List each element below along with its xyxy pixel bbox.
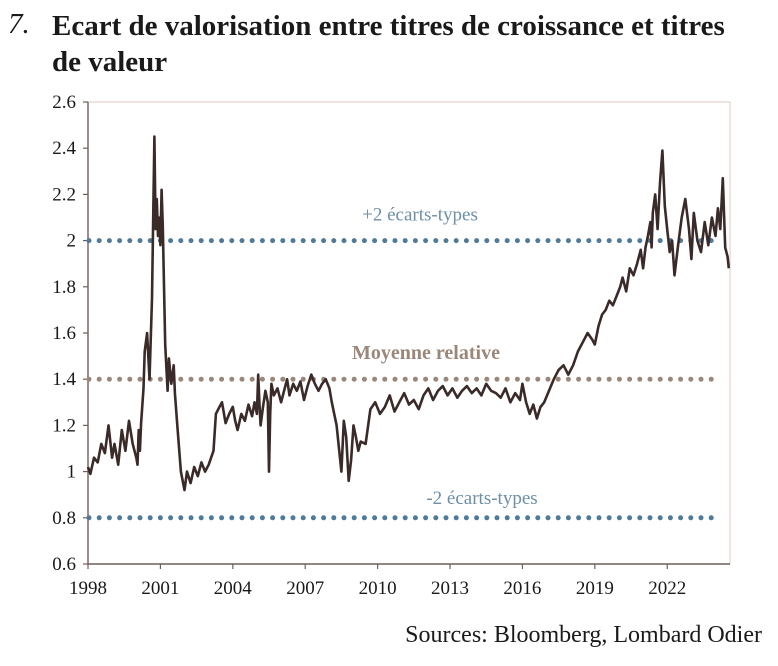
y-tick-label: 2.2 bbox=[52, 184, 76, 205]
y-tick-label: 1.6 bbox=[52, 323, 76, 344]
x-tick-label: 2022 bbox=[648, 578, 686, 599]
y-tick-label: 1.2 bbox=[52, 415, 76, 436]
source-note: Sources: Bloomberg, Lombard Odier bbox=[405, 622, 762, 648]
x-tick-label: 2019 bbox=[576, 578, 614, 599]
y-tick-label: 1.4 bbox=[52, 369, 76, 390]
y-axis-ticks: 0.6 0.8 1 1.2 1.4 1.6 1.8 2 2.2 2.4 2.6 bbox=[52, 92, 88, 575]
plus-two-sd-label: +2 écarts-types bbox=[362, 205, 478, 226]
y-tick-label: 2.6 bbox=[52, 92, 76, 113]
x-tick-label: 1998 bbox=[69, 578, 107, 599]
y-tick-label: 1 bbox=[67, 462, 77, 483]
minus-two-sd-label: -2 écarts-types bbox=[426, 488, 537, 509]
x-tick-label: 2004 bbox=[214, 578, 253, 599]
y-tick-label: 0.8 bbox=[52, 508, 76, 529]
plot-frame bbox=[87, 101, 731, 565]
chart-svg: 0.6 0.8 1 1.2 1.4 1.6 1.8 2 2.2 2.4 2.6 1998 2001 20… bbox=[52, 92, 731, 599]
x-tick-label: 2001 bbox=[141, 578, 179, 599]
reference-lines: +2 écarts-types Moyenne relative -2 écarts… bbox=[86, 205, 722, 521]
valuation-gap-line bbox=[86, 135, 731, 492]
y-tick-label: 2 bbox=[67, 231, 77, 252]
y-tick-label: 2.4 bbox=[52, 138, 76, 159]
y-tick-label: 0.6 bbox=[52, 554, 76, 575]
x-tick-label: 2016 bbox=[503, 578, 541, 599]
mean-label: Moyenne relative bbox=[352, 342, 500, 364]
x-axis-ticks: 1998 2001 2004 2007 2010 2013 2016 2019 2022 bbox=[69, 564, 686, 599]
x-tick-label: 2013 bbox=[431, 578, 469, 599]
y-tick-label: 1.8 bbox=[52, 277, 76, 298]
x-tick-label: 2007 bbox=[286, 578, 324, 599]
chart-title: Ecart de valorisation entre titres de cr… bbox=[52, 10, 725, 78]
figure-number: 7. bbox=[8, 8, 30, 40]
x-tick-label: 2010 bbox=[359, 578, 397, 599]
